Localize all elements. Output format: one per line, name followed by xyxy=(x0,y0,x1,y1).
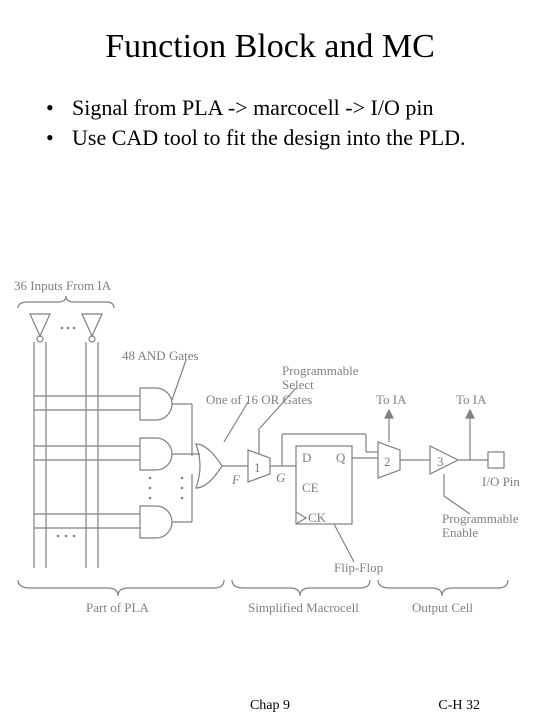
label-f: F xyxy=(232,472,240,488)
footer-right: C-H 32 xyxy=(438,698,480,714)
label-io-pin: I/O Pin xyxy=(482,474,520,490)
block-diagram: 36 Inputs From IA 48 AND Gates One of 16… xyxy=(0,278,540,638)
bullet-text: Signal from PLA -> marcocell -> I/O pin xyxy=(72,94,506,122)
bullet-text: Use CAD tool to fit the design into the … xyxy=(72,124,506,152)
label-macrocell: Simplified Macrocell xyxy=(248,600,359,616)
label-buf3: 3 xyxy=(437,454,444,470)
label-ck: CK xyxy=(308,510,326,526)
label-prog-select: ProgrammableSelect xyxy=(282,364,359,393)
label-part-pla: Part of PLA xyxy=(86,600,149,616)
label-output-cell: Output Cell xyxy=(412,600,473,616)
label-mux2: 2 xyxy=(384,454,391,470)
label-to-ia-2: To IA xyxy=(456,392,487,408)
bullet-list: • Signal from PLA -> marcocell -> I/O pi… xyxy=(34,94,506,151)
list-item: • Signal from PLA -> marcocell -> I/O pi… xyxy=(46,94,506,122)
list-item: • Use CAD tool to fit the design into th… xyxy=(46,124,506,152)
label-g: G xyxy=(276,470,285,486)
label-prog-enable: ProgrammableEnable xyxy=(442,512,519,541)
label-and-gates: 48 AND Gates xyxy=(122,348,199,364)
label-or-gate: One of 16 OR Gates xyxy=(206,392,312,408)
label-q: Q xyxy=(336,450,345,466)
label-inputs: 36 Inputs From IA xyxy=(14,278,111,294)
bullet-dot: • xyxy=(46,94,72,122)
label-to-ia-1: To IA xyxy=(376,392,407,408)
slide-title: Function Block and MC xyxy=(34,28,506,66)
label-mux1: 1 xyxy=(254,460,261,476)
label-ce: CE xyxy=(302,480,319,496)
label-d: D xyxy=(302,450,311,466)
footer-center: Chap 9 xyxy=(250,698,290,714)
bullet-dot: • xyxy=(46,124,72,152)
label-flipflop: Flip-Flop xyxy=(334,560,383,576)
